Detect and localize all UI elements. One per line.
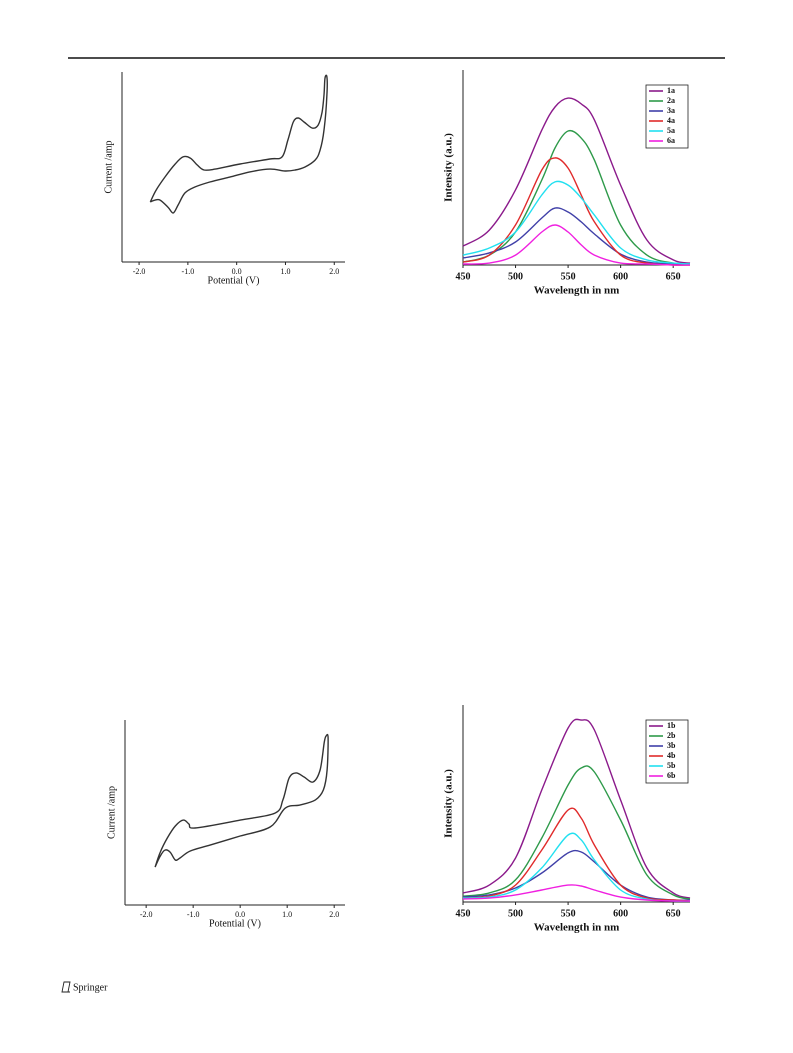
data-line bbox=[462, 849, 691, 901]
data-line bbox=[462, 224, 691, 266]
x-tick-label: 650 bbox=[666, 908, 681, 919]
x-tick-label: -2.0 bbox=[140, 910, 153, 919]
legend-label: 4a bbox=[667, 116, 675, 125]
legend-label: 1b bbox=[667, 721, 676, 730]
x-axis-label: Wavelength in nm bbox=[534, 922, 620, 934]
publisher: Springer bbox=[73, 982, 108, 993]
x-axis-label: Potential (V) bbox=[209, 918, 261, 929]
legend-label: 3b bbox=[667, 741, 676, 750]
legend-label: 6b bbox=[667, 771, 676, 780]
legend-box bbox=[645, 719, 689, 784]
data-line bbox=[149, 74, 328, 214]
legend-label: 2a bbox=[667, 96, 675, 105]
legend-label: 1a bbox=[667, 86, 675, 95]
data-line bbox=[462, 207, 691, 265]
x-tick-label: 1.0 bbox=[280, 267, 290, 276]
data-line bbox=[154, 733, 329, 868]
x-tick-label: 550 bbox=[561, 271, 576, 282]
x-tick-label: 500 bbox=[508, 908, 523, 919]
x-tick-label: -2.0 bbox=[133, 267, 146, 276]
y-axis-label: Intensity (a.u.) bbox=[443, 769, 455, 838]
x-tick-label: 500 bbox=[508, 271, 523, 282]
legend-label: 2b bbox=[667, 731, 676, 740]
x-tick-label: 1.0 bbox=[282, 910, 292, 919]
x-tick-label: -1.0 bbox=[182, 267, 195, 276]
legend-label: 6a bbox=[667, 136, 675, 145]
x-tick-label: 0.0 bbox=[232, 267, 242, 276]
x-axis-label: Potential (V) bbox=[208, 275, 260, 286]
x-tick-label: 2.0 bbox=[329, 910, 339, 919]
publisher-logo bbox=[61, 981, 71, 993]
legend-label: 5b bbox=[667, 761, 676, 770]
data-line bbox=[462, 884, 691, 902]
legend-label: 5a bbox=[667, 126, 675, 135]
data-line bbox=[462, 97, 691, 264]
data-line bbox=[462, 765, 691, 900]
x-tick-label: 0.0 bbox=[235, 910, 245, 919]
x-tick-label: -1.0 bbox=[187, 910, 200, 919]
x-tick-label: 550 bbox=[561, 908, 576, 919]
x-tick-label: 2.0 bbox=[329, 267, 339, 276]
x-tick-label: 600 bbox=[613, 271, 628, 282]
legend-box bbox=[645, 84, 689, 149]
y-axis-label: Current /amp bbox=[106, 786, 117, 839]
y-axis-label: Intensity (a.u.) bbox=[443, 133, 455, 202]
x-tick-label: 450 bbox=[456, 271, 471, 282]
x-axis-label: Wavelength in nm bbox=[534, 285, 620, 297]
legend-label: 4b bbox=[667, 751, 676, 760]
data-line bbox=[462, 807, 691, 902]
x-tick-label: 650 bbox=[666, 271, 681, 282]
data-line bbox=[462, 180, 691, 265]
data-line bbox=[462, 718, 691, 899]
x-tick-label: 450 bbox=[456, 908, 471, 919]
x-tick-label: 600 bbox=[613, 908, 628, 919]
legend-label: 3a bbox=[667, 106, 675, 115]
y-axis-label: Current /amp bbox=[103, 140, 114, 193]
